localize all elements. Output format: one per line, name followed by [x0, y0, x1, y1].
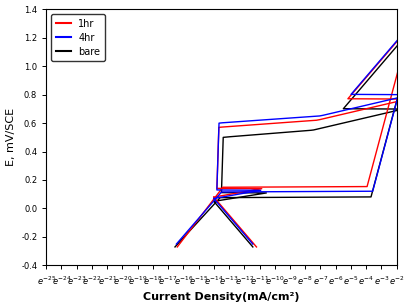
X-axis label: Current Density(mA/cm²): Current Density(mA/cm²) [143, 292, 299, 302]
Y-axis label: E, mV/SCE: E, mV/SCE [6, 108, 16, 166]
Legend: 1hr, 4hr, bare: 1hr, 4hr, bare [51, 14, 105, 61]
